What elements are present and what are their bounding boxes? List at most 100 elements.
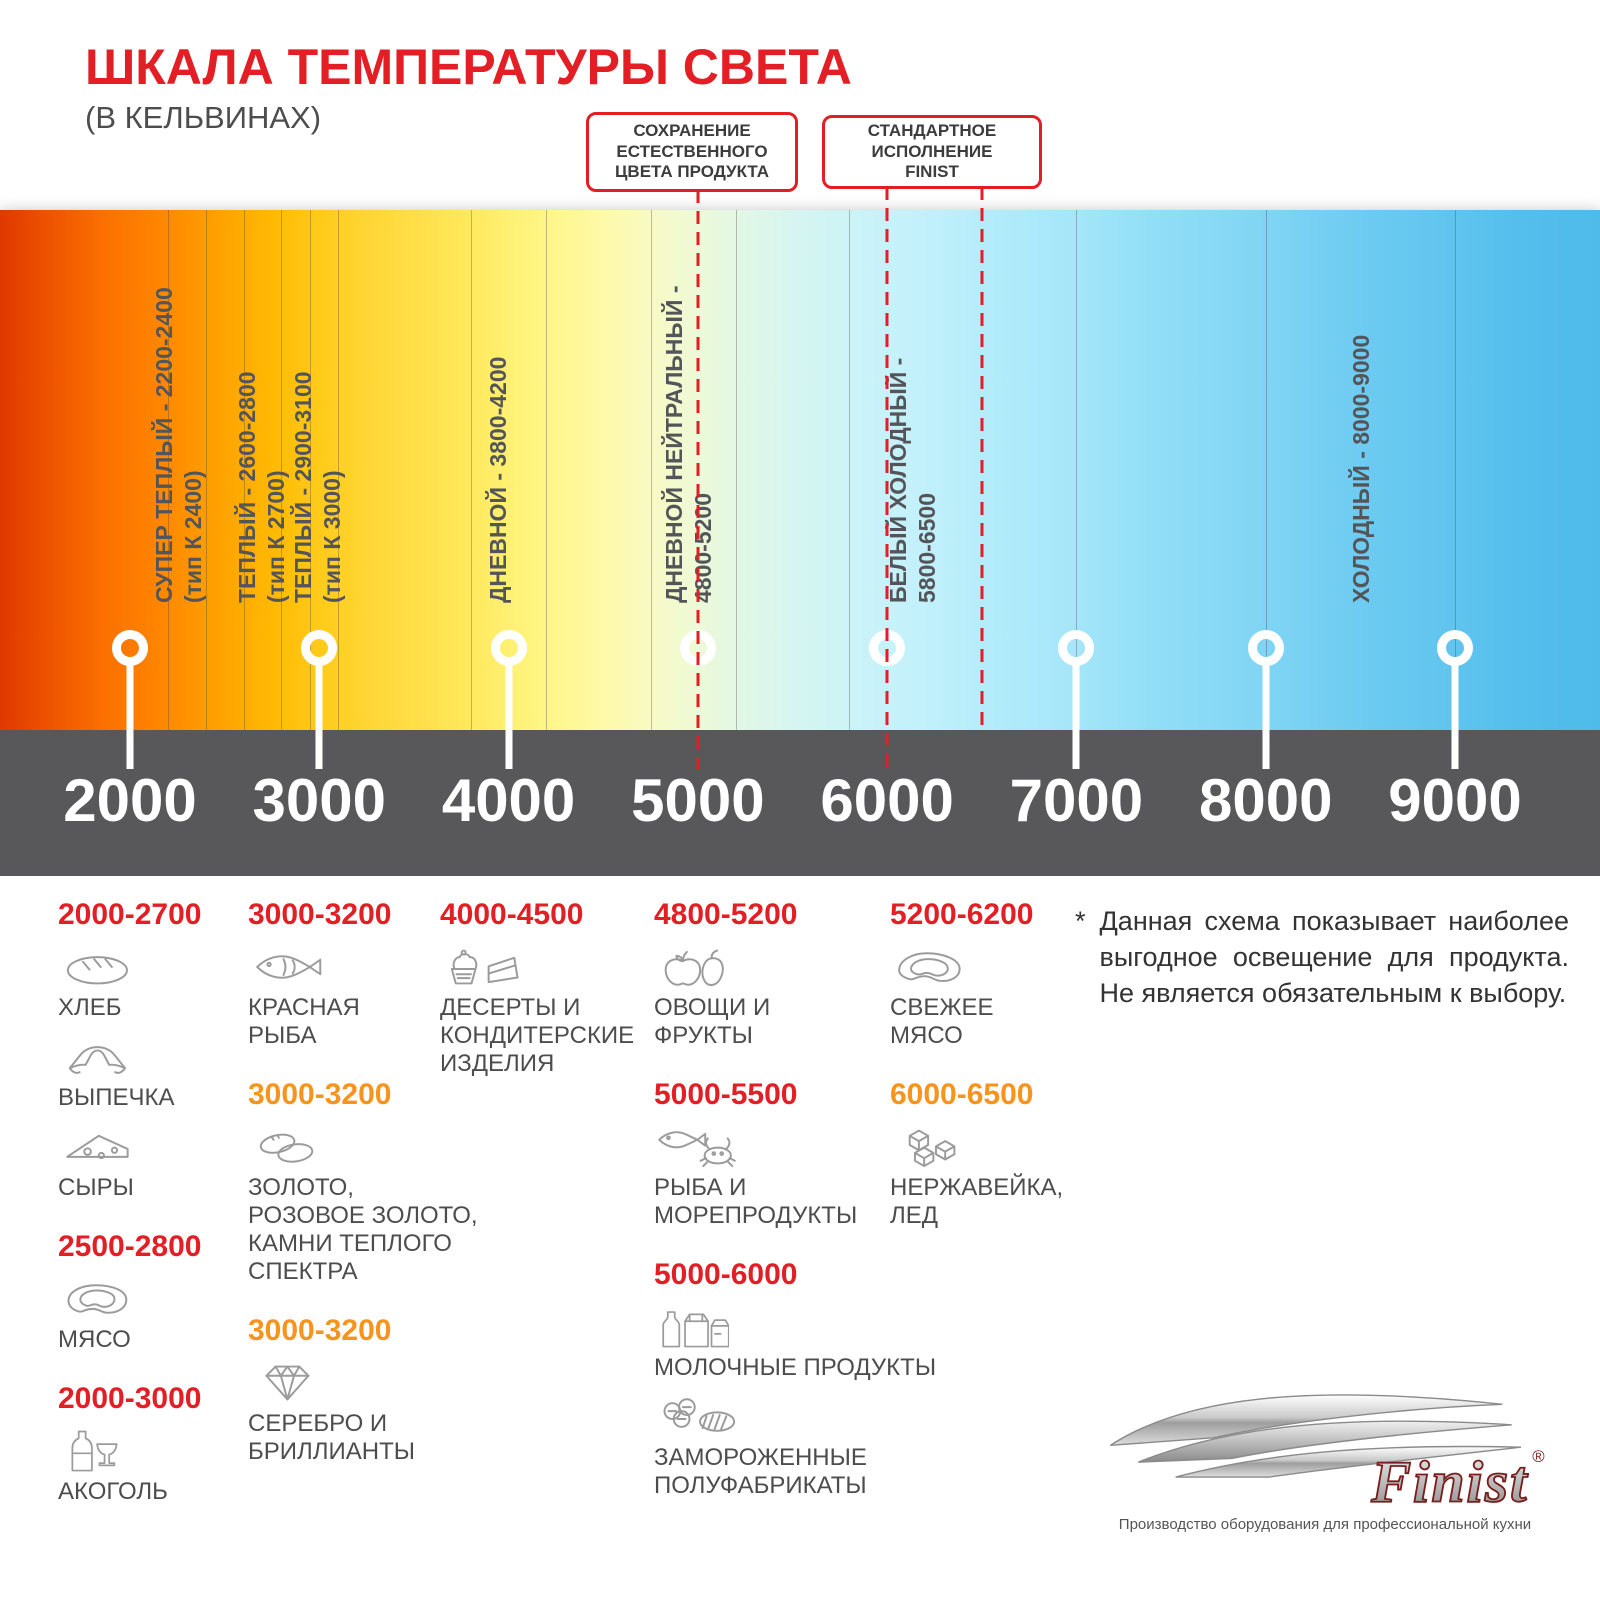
ice-icon: [890, 1124, 1060, 1170]
category-item: МЯСО: [58, 1276, 238, 1354]
category-group: 5000-5500 РЫБА И МОРЕПРОДУКТЫ: [654, 1078, 880, 1230]
logo-tagline: Производство оборудования для профессион…: [1118, 1516, 1532, 1533]
grid-line: [205, 210, 207, 730]
callout-finist-standard: СТАНДАРТНОЕ ИСПОЛНЕНИЕ FINIST: [822, 115, 1042, 189]
item-label: МЯСО: [58, 1326, 131, 1353]
meat-icon: [58, 1276, 238, 1322]
item-label: МОЛОЧНЫЕ ПРОДУКТЫ: [654, 1354, 937, 1381]
frozen-icon: [654, 1394, 880, 1440]
category-column: 3000-3200 КРАСНАЯ РЫБА 3000-3200 ЗОЛОТО, РО…: [248, 898, 478, 1534]
item-label: СВЕЖЕЕ МЯСО: [890, 994, 994, 1049]
category-group: 2000-2700 ХЛЕБ ВЫПЕЧКА СЫРЫ: [58, 898, 238, 1202]
range-label: 2500-2800: [58, 1230, 202, 1263]
category-group: 4000-4500 ДЕСЕРТЫ И КОНДИТЕРСКИЕ ИЗДЕЛИЯ: [440, 898, 644, 1078]
logo-wordmark: Finist: [1370, 1448, 1529, 1514]
zone-label: СУПЕР ТЕПЛЫЙ - 2200-2400 (тип К 2400): [151, 287, 207, 603]
grid-line: [546, 210, 548, 730]
category-group: 2000-3000 АКОГОЛЬ: [58, 1382, 238, 1506]
item-label: ВЫПЕЧКА: [58, 1084, 175, 1111]
grid-line: [309, 210, 311, 730]
category-item: ЗАМОРОЖЕННЫЕ ПОЛУФАБРИКАТЫ: [654, 1394, 880, 1500]
category-group: 6000-6500 НЕРЖАВЕЙКА, ЛЕД: [890, 1078, 1064, 1230]
range-label: 5000-5500: [654, 1078, 798, 1111]
item-label: ХЛЕБ: [58, 994, 122, 1021]
category-item: ХЛЕБ: [58, 944, 238, 1022]
item-label: АКОГОЛЬ: [58, 1478, 168, 1505]
category-columns: 2000-2700 ХЛЕБ ВЫПЕЧКА СЫРЫ 2500-2800 МЯСО 200…: [58, 898, 1070, 1534]
logo-registered-mark: ®: [1532, 1447, 1545, 1466]
grid-line: [1076, 210, 1078, 730]
grid-line: [281, 210, 283, 730]
category-group: 4800-5200 ОВОЩИ И ФРУКТЫ: [654, 898, 880, 1050]
category-item: ДЕСЕРТЫ И КОНДИТЕРСКИЕ ИЗДЕЛИЯ: [440, 944, 644, 1078]
zone-label-layer: СУПЕР ТЕПЛЫЙ - 2200-2400 (тип К 2400) ТЕПЛ…: [0, 210, 1600, 730]
grid-line: [735, 210, 737, 730]
range-label: 2000-3000: [58, 1382, 202, 1415]
grid-line: [338, 210, 340, 730]
dessert-icon: [440, 944, 644, 990]
item-label: СЫРЫ: [58, 1174, 134, 1201]
zone-label: ТЕПЛЫЙ - 2600-2800 (тип К 2700): [233, 371, 289, 603]
category-group: 3000-3200 КРАСНАЯ РЫБА: [248, 898, 430, 1050]
item-label: ЗОЛОТО, РОЗОВОЕ ЗОЛОТО, КАМНИ ТЕПЛОГО СП…: [248, 1174, 478, 1285]
dairy-icon: [654, 1304, 880, 1350]
seafood-icon: [654, 1124, 880, 1170]
range-label: 2000-2700: [58, 898, 202, 931]
item-label: ОВОЩИ И ФРУКТЫ: [654, 994, 771, 1049]
grid-line: [650, 210, 652, 730]
category-item: ЗОЛОТО, РОЗОВОЕ ЗОЛОТО, КАМНИ ТЕПЛОГО СП…: [248, 1124, 478, 1286]
callout-natural-color: СОХРАНЕНИЕ ЕСТЕСТВЕННОГО ЦВЕТА ПРОДУКТА: [586, 112, 798, 192]
zone-label: ТЕПЛЫЙ - 2900-3100 (тип К 3000): [290, 371, 345, 603]
category-item: ОВОЩИ И ФРУКТЫ: [654, 944, 880, 1050]
range-label: 3000-3200: [248, 898, 392, 931]
zone-label: ДНЕВНОЙ - 3800-4200: [484, 356, 511, 603]
category-group: 5000-6000 МОЛОЧНЫЕ ПРОДУКТЫ ЗАМОРОЖЕННЫЕ П…: [654, 1258, 936, 1500]
item-label: ЗАМОРОЖЕННЫЕ ПОЛУФАБРИКАТЫ: [654, 1444, 867, 1499]
category-item: НЕРЖАВЕЙКА, ЛЕД: [890, 1124, 1064, 1230]
grid-line: [243, 210, 245, 730]
zone-label: БЕЛЫЙ ХОЛОДНЫЙ -5800-6500: [885, 357, 941, 603]
item-label: РЫБА И МОРЕПРОДУКТЫ: [654, 1174, 858, 1229]
category-item: СЕРЕБРО И БРИЛЛИАНТЫ: [248, 1360, 430, 1466]
grid-line: [849, 210, 851, 730]
category-column: 4000-4500 ДЕСЕРТЫ И КОНДИТЕРСКИЕ ИЗДЕЛИЯ: [440, 898, 654, 1534]
category-group: 3000-3200 ЗОЛОТО, РОЗОВОЕ ЗОЛОТО, КАМНИ Т…: [248, 1078, 478, 1286]
range-label: 4000-4500: [440, 898, 584, 931]
croissant-icon: [58, 1034, 238, 1080]
range-label: 6000-6500: [890, 1078, 1034, 1111]
range-label: 4800-5200: [654, 898, 798, 931]
category-column: 2000-2700 ХЛЕБ ВЫПЕЧКА СЫРЫ 2500-2800 МЯСО 200…: [58, 898, 248, 1534]
footnote: * Данная схема показывает наиболее выгод…: [1075, 903, 1569, 1011]
finist-wing-emblem: Finist ®: [1109, 1394, 1545, 1515]
category-group: 5200-6200 СВЕЖЕЕ МЯСО: [890, 898, 1060, 1050]
alcohol-icon: [58, 1428, 238, 1474]
kelvin-axis-band: [0, 730, 1600, 876]
grid-line: [1265, 210, 1267, 730]
item-label: СЕРЕБРО И БРИЛЛИАНТЫ: [248, 1410, 416, 1465]
diamond-icon: [248, 1360, 430, 1406]
item-label: НЕРЖАВЕЙКА, ЛЕД: [890, 1174, 1064, 1229]
category-group: 3000-3200 СЕРЕБРО И БРИЛЛИАНТЫ: [248, 1314, 430, 1466]
footnote-text: Данная схема показывает наиболее выгодно…: [1099, 906, 1569, 1008]
category-column: 4800-5200 ОВОЩИ И ФРУКТЫ 5000-5500 РЫБА И М…: [654, 898, 936, 1534]
page-title: ШКАЛА ТЕМПЕРАТУРЫ СВЕТА: [85, 39, 852, 95]
category-item: СВЕЖЕЕ МЯСО: [890, 944, 1060, 1050]
fresh-meat-icon: [890, 944, 1060, 990]
category-column: 5200-6200 СВЕЖЕЕ МЯСО 6000-6500 НЕРЖАВЕЙКА,…: [890, 898, 1070, 1534]
zone-label: ХОЛОДНЫЙ - 8000-9000: [1348, 334, 1375, 603]
category-group: 2500-2800 МЯСО: [58, 1230, 238, 1354]
zone-label: ДНЕВНОЙ НЕЙТРАЛЬНЫЙ -4800-5200: [661, 285, 716, 604]
bread-icon: [58, 944, 238, 990]
grid-layer: [0, 210, 1600, 730]
finist-logo: Finist ® Производство оборудования для п…: [1085, 1380, 1565, 1533]
temperature-gradient: СУПЕР ТЕПЛЫЙ - 2200-2400 (тип К 2400) ТЕПЛ…: [0, 210, 1600, 730]
category-item: КРАСНАЯ РЫБА: [248, 944, 430, 1050]
range-label: 5200-6200: [890, 898, 1034, 931]
range-label: 5000-6000: [654, 1258, 798, 1291]
category-item: МОЛОЧНЫЕ ПРОДУКТЫ: [654, 1304, 936, 1382]
jewelry-icon: [248, 1124, 430, 1170]
range-label: 3000-3200: [248, 1078, 392, 1111]
category-item: РЫБА И МОРЕПРОДУКТЫ: [654, 1124, 880, 1230]
category-item: СЫРЫ: [58, 1124, 238, 1202]
